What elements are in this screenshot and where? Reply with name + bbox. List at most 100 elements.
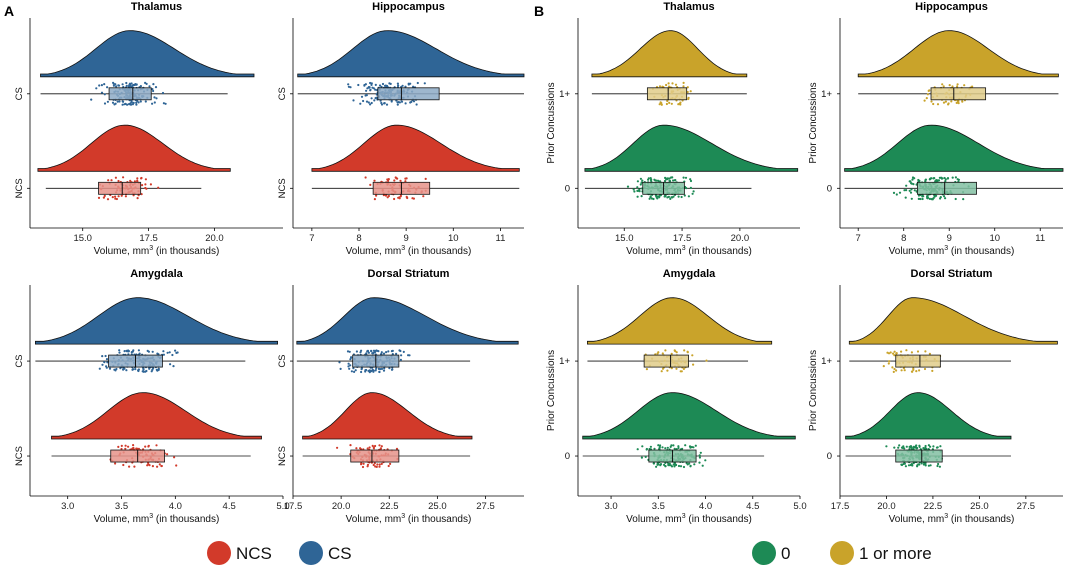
iqr-box — [895, 354, 941, 368]
data-point — [679, 103, 682, 106]
x-tick-label: 20.0 — [332, 501, 351, 512]
data-point — [126, 103, 129, 106]
data-point — [673, 465, 676, 468]
group-ncs: NCS — [14, 124, 231, 201]
iqr-box — [377, 87, 440, 101]
data-point — [121, 83, 124, 86]
data-point — [118, 100, 121, 103]
data-point — [376, 463, 379, 466]
data-point — [661, 352, 664, 355]
data-point — [375, 93, 378, 96]
legend-item: 0 — [752, 541, 790, 565]
data-point — [930, 100, 933, 103]
legend-label: CS — [328, 544, 352, 563]
data-point — [372, 463, 375, 467]
data-point — [128, 465, 131, 468]
data-point — [390, 100, 393, 103]
data-point — [922, 463, 926, 466]
data-point — [677, 195, 680, 198]
data-point — [137, 101, 140, 104]
data-point — [682, 176, 685, 179]
data-point — [938, 176, 942, 179]
data-point — [705, 359, 708, 362]
data-point — [363, 84, 366, 87]
data-point — [393, 197, 396, 201]
data-point — [904, 465, 908, 468]
data-point — [108, 367, 112, 370]
data-point — [129, 179, 132, 182]
group-ncs: NCS — [277, 124, 520, 201]
data-point — [917, 463, 920, 466]
data-point — [116, 100, 119, 103]
data-point — [693, 463, 696, 466]
data-point — [649, 445, 653, 448]
data-point — [698, 461, 701, 464]
data-point — [691, 354, 694, 357]
data-point — [663, 179, 667, 183]
data-point — [148, 464, 151, 467]
legend-swatch — [752, 541, 776, 565]
data-point — [641, 445, 644, 448]
data-point — [385, 351, 388, 354]
data-point — [130, 101, 133, 104]
density-cloud — [584, 124, 799, 172]
data-point — [686, 463, 689, 466]
data-point — [677, 446, 680, 450]
data-point — [104, 354, 107, 358]
legend-swatch — [830, 541, 854, 565]
data-point — [152, 89, 155, 93]
data-point — [404, 180, 407, 183]
x-tick-label: 3.0 — [61, 501, 74, 512]
data-point — [921, 195, 924, 198]
data-point — [923, 99, 926, 102]
data-point — [672, 179, 675, 182]
data-point — [412, 197, 415, 200]
data-point — [910, 188, 913, 191]
data-point — [401, 84, 404, 87]
panel-a-amygdala: Amygdala 3.0 3.5 4.0 4.5 5.0 Volume, mm3 (in t… — [14, 268, 290, 525]
data-point — [102, 196, 105, 199]
y-tick-label: 0 — [565, 451, 570, 462]
density-cloud — [302, 392, 473, 440]
x-tick-label: 7 — [309, 233, 314, 244]
data-point — [367, 101, 370, 104]
data-point — [370, 350, 373, 353]
data-point — [918, 445, 921, 448]
data-point — [917, 194, 921, 197]
data-point — [368, 86, 371, 89]
y-tick-label: 0 — [827, 451, 832, 462]
data-point — [671, 82, 674, 85]
data-point — [391, 353, 394, 356]
density-cloud — [848, 297, 1058, 345]
data-point — [658, 103, 661, 106]
data-point — [110, 179, 113, 182]
data-point — [657, 463, 660, 466]
data-point — [111, 101, 115, 104]
data-point — [123, 350, 126, 353]
data-point — [639, 183, 642, 186]
panel-letter-a: A — [4, 3, 14, 19]
data-point — [360, 95, 364, 98]
data-point — [689, 178, 692, 181]
data-point — [924, 464, 927, 467]
data-point — [903, 369, 906, 372]
y-tick-label: NCS — [14, 446, 25, 466]
data-point — [645, 448, 648, 451]
data-point — [368, 446, 371, 449]
data-point — [155, 368, 158, 371]
data-point — [672, 195, 675, 198]
data-point — [918, 369, 921, 372]
data-point — [98, 84, 101, 87]
data-point — [892, 352, 895, 355]
data-point — [378, 444, 381, 447]
data-point — [661, 367, 665, 370]
panel-title: Dorsal Striatum — [911, 268, 993, 280]
x-tick-label: 17.5 — [831, 501, 850, 512]
data-point — [660, 370, 663, 373]
data-point — [900, 350, 903, 353]
data-point — [347, 365, 350, 368]
data-point — [954, 197, 957, 201]
data-point — [682, 465, 686, 469]
data-point — [395, 447, 399, 450]
y-tick-label: CS — [277, 87, 288, 100]
